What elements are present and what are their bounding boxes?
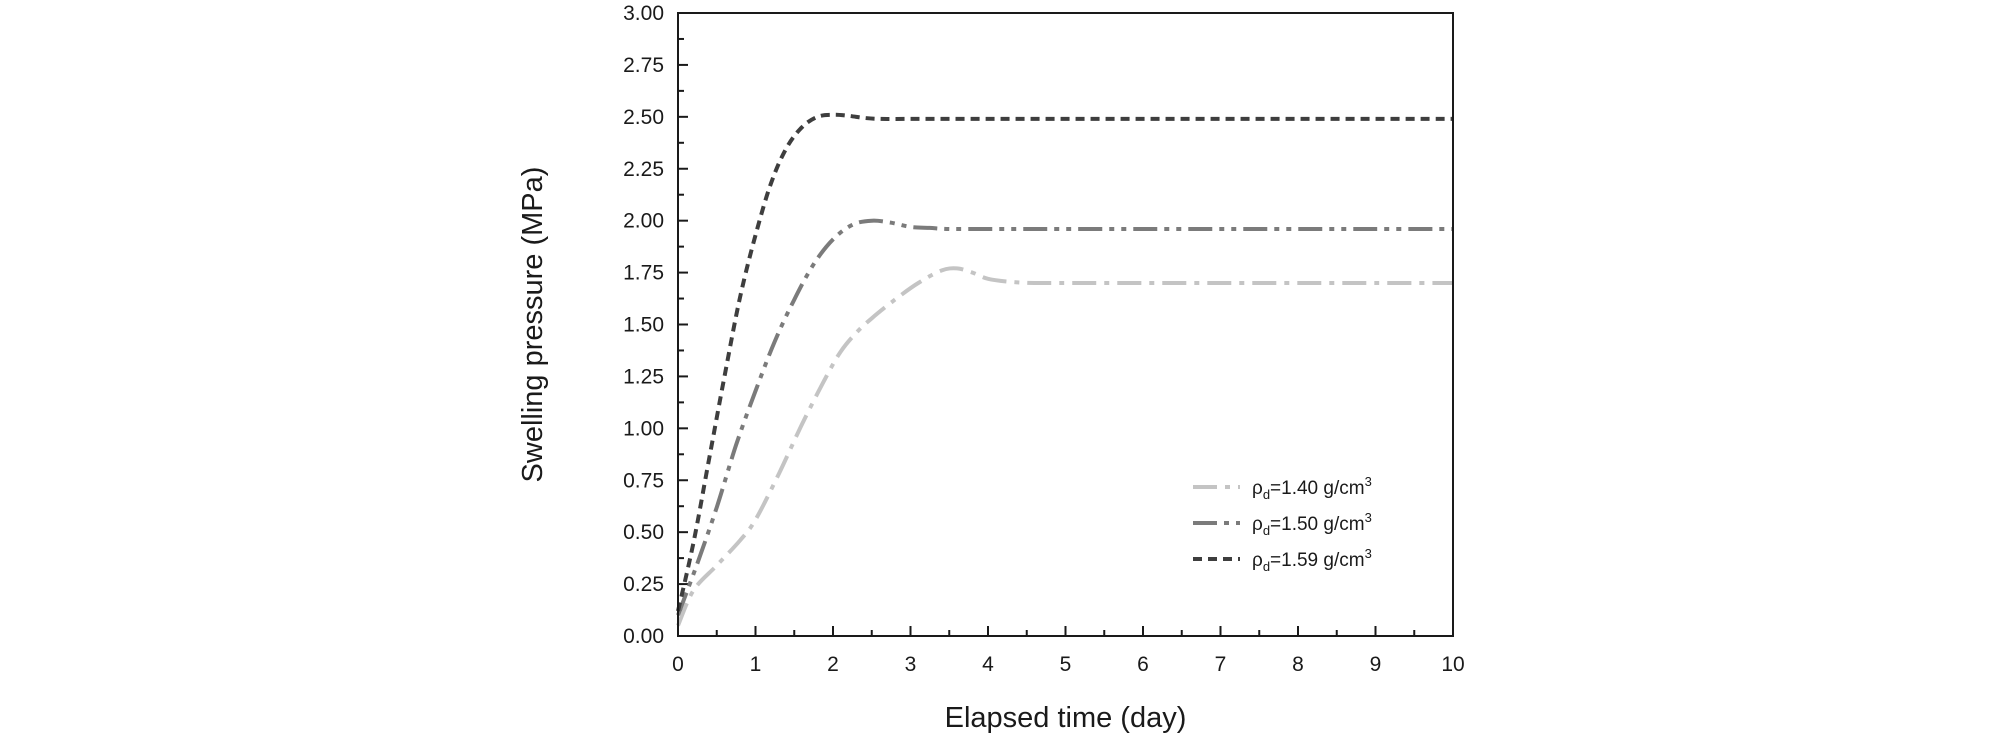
series-line-3 [676,112,1453,612]
x-tick-label: 10 [1441,653,1464,676]
x-tick-label: 2 [827,653,839,676]
axis-ticks [677,12,1454,637]
legend-subscript: d [1263,559,1270,574]
legend-value: =1.59 g/cm [1270,550,1365,571]
x-tick-label: 6 [1137,653,1149,676]
legend-symbol: ρ [1252,478,1263,499]
legend-subscript: d [1263,487,1270,502]
x-tick-label: 4 [982,653,994,676]
y-tick-label: 2.50 [623,106,664,129]
y-axis-title: Swelling pressure (MPa) [517,167,549,483]
y-tick-label: 3.00 [623,2,664,25]
series-line-2 [676,218,1453,616]
legend-symbol: ρ [1252,514,1263,535]
x-tick-label: 8 [1292,653,1304,676]
legend-symbol: ρ [1252,550,1263,571]
y-tick-label: 1.50 [623,314,664,337]
y-tick-label: 0.00 [623,625,664,648]
y-tick-label: 1.25 [623,365,664,388]
y-tick-label: 2.00 [623,210,664,233]
x-tick-label: 5 [1060,653,1072,676]
y-tick-label: 0.50 [623,521,664,544]
y-tick-label: 0.25 [623,573,664,596]
x-axis-title: Elapsed time (day) [945,702,1187,734]
x-tick-label: 7 [1215,653,1227,676]
legend-superscript: 3 [1365,546,1372,561]
y-tick-label: 2.25 [623,158,664,181]
series-line-1 [676,266,1453,627]
legend-label-1: ρd=1.40 g/cm3 [1252,474,1372,502]
legend-value: =1.50 g/cm [1270,514,1365,535]
legend-subscript: d [1263,523,1270,538]
y-tick-label: 1.75 [623,262,664,285]
legend-superscript: 3 [1365,474,1372,489]
legend-superscript: 3 [1365,510,1372,525]
legend-label-2: ρd=1.50 g/cm3 [1252,510,1372,538]
data-series [676,112,1453,627]
y-tick-label: 2.75 [623,54,664,77]
tick-labels: 0 1 2 3 4 5 6 7 8 9 10 0.00 0.25 0.50 0.75 1.00 1.25 1.50… [623,2,1465,676]
x-tick-label: 9 [1370,653,1382,676]
y-tick-label: 1.00 [623,417,664,440]
legend-label-3: ρd=1.59 g/cm3 [1252,546,1372,574]
x-tick-label: 0 [672,653,684,676]
x-tick-label: 3 [905,653,917,676]
plot-frame [677,12,1454,637]
x-tick-label: 1 [750,653,762,676]
y-tick-label: 0.75 [623,469,664,492]
legend-value: =1.40 g/cm [1270,478,1365,499]
